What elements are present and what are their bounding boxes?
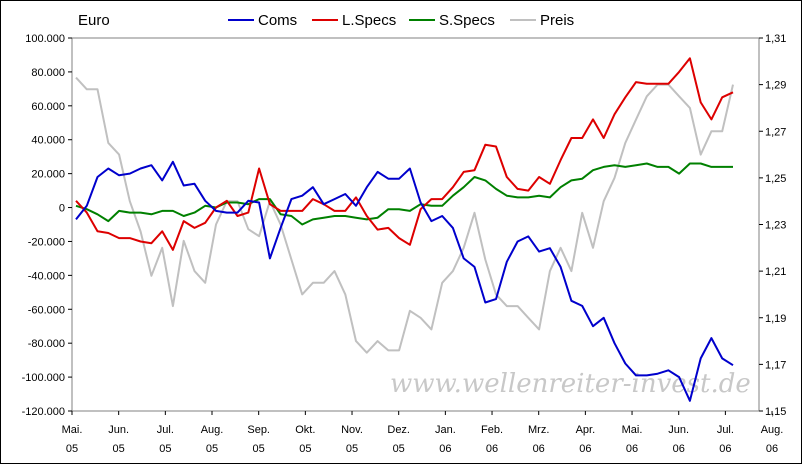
x-tick-month: Feb. xyxy=(481,424,503,436)
x-tick-year: 05 xyxy=(346,443,358,455)
y-right-tick-label: 1,25 xyxy=(765,173,786,185)
x-tick-month: Sep. xyxy=(247,424,270,436)
x-tick-year: 06 xyxy=(533,443,545,455)
x-tick-year: 05 xyxy=(299,443,311,455)
y-right-tick-label: 1,19 xyxy=(765,313,786,325)
x-tick-month: Jul. xyxy=(717,424,734,436)
x-tick-year: 06 xyxy=(719,443,731,455)
x-axis: Mai. 05 Jun. 05 Jul. 05 Aug. 05 Sep. 05 Okt. 05 Nov.… xyxy=(62,411,784,455)
series-line-preis xyxy=(75,76,734,354)
y-left-tick-label: -120.000 xyxy=(22,406,65,418)
legend-label-l-specs: L.Specs xyxy=(342,12,396,29)
x-tick-month: Okt. xyxy=(295,424,315,436)
x-tick-year: 06 xyxy=(673,443,685,455)
y-left-tick-label: 20.000 xyxy=(31,169,65,181)
x-tick-month: Apr. xyxy=(576,424,596,436)
series-line-s-specs xyxy=(75,162,733,226)
series-line-coms xyxy=(75,160,734,402)
x-tick-month: Dez. xyxy=(387,424,410,436)
x-tick-month: Jan. xyxy=(435,424,456,436)
y-left-tick-label: -40.000 xyxy=(28,270,65,282)
legend-label-coms: Coms xyxy=(258,12,297,29)
legend: Coms L.Specs S.Specs Preis xyxy=(228,12,574,29)
y-right-tick-label: 1,31 xyxy=(765,33,786,45)
x-tick-year: 06 xyxy=(579,443,591,455)
y-right-tick-label: 1,29 xyxy=(765,80,786,92)
y-right-tick-label: 1,27 xyxy=(765,126,786,138)
series-layer xyxy=(75,57,734,402)
x-tick-year: 06 xyxy=(766,443,778,455)
legend-label-preis: Preis xyxy=(540,12,574,29)
legend-label-s-specs: S.Specs xyxy=(439,12,495,29)
y-left-tick-label: -80.000 xyxy=(28,338,65,350)
x-tick-year: 06 xyxy=(486,443,498,455)
y-right-tick-label: 1,17 xyxy=(765,359,786,371)
x-tick-year: 05 xyxy=(206,443,218,455)
x-tick-year: 05 xyxy=(159,443,171,455)
right-axis: 1,31 1,29 1,27 1,25 1,23 1,21 1,19 1,17 1,15 xyxy=(759,33,786,418)
y-left-tick-label: 0 xyxy=(59,203,65,215)
x-tick-month: Mai. xyxy=(622,424,643,436)
x-tick-year: 05 xyxy=(113,443,125,455)
left-axis: 100.000 80.000 60.000 40.000 20.000 0 -20.000 -… xyxy=(22,33,72,418)
y-right-tick-label: 1,21 xyxy=(765,266,786,278)
y-right-tick-label: 1,23 xyxy=(765,220,786,232)
x-tick-month: Jun. xyxy=(668,424,689,436)
x-tick-year: 05 xyxy=(253,443,265,455)
y-unit-label: Euro xyxy=(78,12,110,29)
y-left-tick-label: 100.000 xyxy=(25,33,65,45)
y-left-tick-label: -20.000 xyxy=(28,236,65,248)
y-right-tick-label: 1,15 xyxy=(765,406,786,418)
y-left-tick-label: 60.000 xyxy=(31,101,65,113)
x-tick-month: Mai. xyxy=(62,424,83,436)
x-tick-month: Nov. xyxy=(341,424,363,436)
x-tick-month: Aug. xyxy=(201,424,224,436)
x-tick-month: Jul. xyxy=(157,424,174,436)
x-tick-month: Aug. xyxy=(761,424,784,436)
y-left-tick-label: 80.000 xyxy=(31,67,65,79)
series-line-l-specs xyxy=(75,57,734,251)
x-tick-year: 06 xyxy=(626,443,638,455)
y-left-tick-label: 40.000 xyxy=(31,135,65,147)
x-tick-month: Mrz. xyxy=(528,424,549,436)
x-tick-month: Jun. xyxy=(108,424,129,436)
y-left-tick-label: -100.000 xyxy=(22,372,65,384)
y-left-tick-label: -60.000 xyxy=(28,304,65,316)
x-tick-year: 05 xyxy=(66,443,78,455)
x-tick-year: 05 xyxy=(393,443,405,455)
x-tick-year: 06 xyxy=(439,443,451,455)
